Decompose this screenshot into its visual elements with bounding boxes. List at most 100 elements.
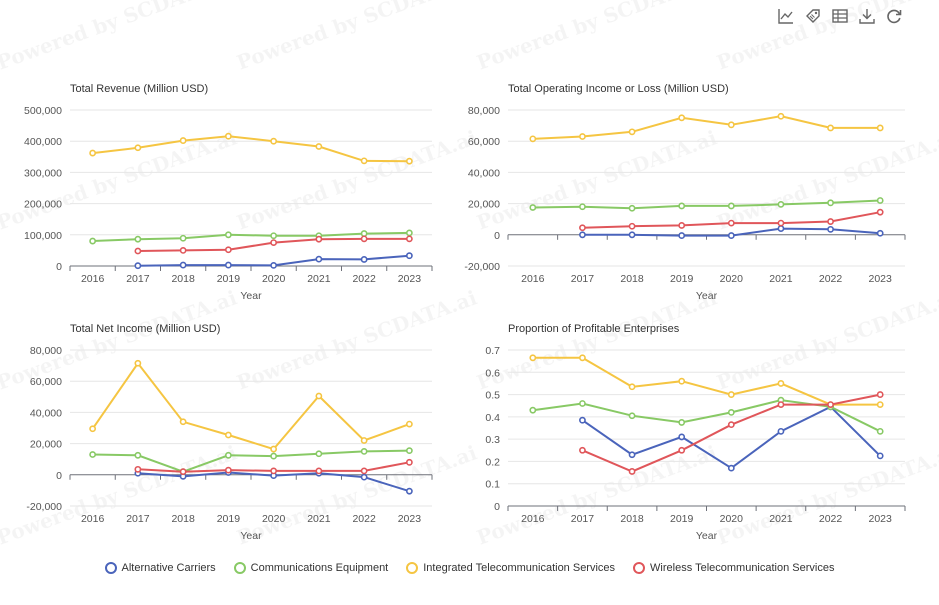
- data-point: [224, 431, 232, 439]
- legend-item[interactable]: Wireless Telecommunication Services: [633, 562, 834, 574]
- legend-marker-icon: [104, 562, 117, 574]
- download-icon[interactable]: [857, 6, 877, 26]
- legend-item[interactable]: Integrated Telecommunication Services: [406, 562, 615, 574]
- data-point: [827, 199, 834, 207]
- data-point: [678, 202, 686, 210]
- data-point: [224, 231, 232, 239]
- y-tick-label: 0: [56, 470, 62, 482]
- x-axis-title: Year: [240, 530, 262, 542]
- y-tick-label: 500,000: [24, 105, 62, 117]
- data-point: [876, 197, 884, 204]
- x-tick-label: 2020: [720, 273, 744, 285]
- data-point: [360, 467, 368, 475]
- data-point: [405, 458, 413, 466]
- data-point: [628, 231, 636, 239]
- y-tick-label: 0: [56, 261, 62, 273]
- data-point: [134, 451, 142, 459]
- data-point: [727, 219, 735, 227]
- data-point: [777, 225, 785, 232]
- series-line: [91, 361, 410, 451]
- series-line: [92, 449, 410, 473]
- watermark-text: Powered by SCDATA.ai: [474, 0, 721, 75]
- data-point: [134, 465, 142, 473]
- x-tick-label: 2018: [620, 513, 644, 525]
- data-point: [134, 144, 142, 152]
- data-point: [678, 419, 686, 426]
- data-point: [727, 202, 735, 210]
- data-point: [405, 487, 413, 495]
- data-point: [876, 391, 884, 398]
- data-point: [678, 232, 686, 239]
- y-tick-label: 0.5: [485, 390, 500, 402]
- y-tick-label: 20,000: [30, 439, 62, 451]
- series-line: [532, 399, 881, 433]
- series-line: [92, 231, 410, 242]
- chart-title: Proportion of Profitable Enterprises: [508, 323, 680, 335]
- data-point: [678, 446, 686, 454]
- data-point: [529, 135, 537, 143]
- data-point: [628, 412, 636, 420]
- data-point: [360, 235, 368, 243]
- x-tick-label: 2021: [307, 513, 331, 525]
- data-point: [360, 230, 368, 237]
- legend-item[interactable]: Alternative Carriers: [104, 562, 216, 574]
- y-tick-label: 40,000: [468, 167, 500, 179]
- data-point: [270, 239, 278, 246]
- x-tick-label: 2023: [869, 273, 893, 285]
- y-tick-label: 0: [494, 230, 500, 242]
- data-point: [727, 408, 735, 416]
- legend-label: Communications Equipment: [250, 562, 389, 574]
- data-point: [876, 452, 884, 460]
- x-tick-label: 2017: [126, 513, 150, 525]
- x-tick-label: 2019: [217, 513, 241, 525]
- y-tick-label: 0.7: [485, 345, 500, 357]
- restore-icon[interactable]: [884, 6, 904, 26]
- data-view-icon[interactable]: [830, 6, 850, 26]
- data-point: [405, 447, 413, 455]
- data-point: [405, 157, 413, 165]
- data-point: [876, 401, 884, 408]
- data-point: [529, 354, 537, 362]
- x-tick-label: 2022: [352, 273, 376, 285]
- data-point: [179, 468, 187, 476]
- x-tick-label: 2019: [217, 273, 241, 285]
- watermark-text: Powered by SCDATA.ai: [714, 125, 939, 234]
- data-point: [89, 149, 97, 157]
- data-point: [579, 416, 586, 424]
- legend-marker-icon: [233, 562, 246, 574]
- line-chart-icon[interactable]: [776, 6, 796, 26]
- x-tick-label: 2020: [262, 513, 286, 525]
- data-point: [134, 247, 142, 255]
- y-tick-label: 0.1: [485, 479, 500, 491]
- watermark-text: Powered by SCDATA.ai: [0, 440, 240, 549]
- watermark-text: Powered by SCDATA.ai: [234, 0, 481, 75]
- data-point: [224, 466, 232, 474]
- tag-icon[interactable]: [803, 6, 823, 26]
- legend-label: Alternative Carriers: [121, 562, 216, 574]
- legend-item[interactable]: Communications Equipment: [233, 562, 389, 574]
- data-point: [827, 225, 834, 233]
- y-tick-label: 40,000: [30, 407, 62, 419]
- y-tick-label: 200,000: [24, 199, 62, 211]
- data-point: [827, 401, 834, 408]
- data-point: [89, 451, 97, 458]
- watermark-text: Powered by SCDATA.ai: [0, 0, 240, 75]
- x-tick-label: 2016: [521, 273, 545, 285]
- y-tick-label: 80,000: [30, 345, 62, 357]
- x-axis-title: Year: [240, 290, 262, 302]
- data-point: [315, 235, 323, 243]
- data-point: [270, 137, 278, 145]
- data-point: [360, 473, 368, 481]
- legend-marker-icon: [633, 562, 646, 574]
- data-point: [179, 234, 187, 242]
- chart-title: Total Operating Income or Loss (Million …: [508, 83, 729, 95]
- data-point: [134, 262, 142, 270]
- data-point: [827, 124, 834, 132]
- x-tick-label: 2018: [171, 513, 195, 525]
- x-tick-label: 2017: [126, 273, 150, 285]
- watermark-text: Powered by SCDATA.ai: [714, 285, 939, 394]
- x-tick-label: 2021: [769, 513, 793, 525]
- data-point: [270, 232, 278, 240]
- data-point: [89, 237, 97, 245]
- x-tick-label: 2020: [720, 513, 744, 525]
